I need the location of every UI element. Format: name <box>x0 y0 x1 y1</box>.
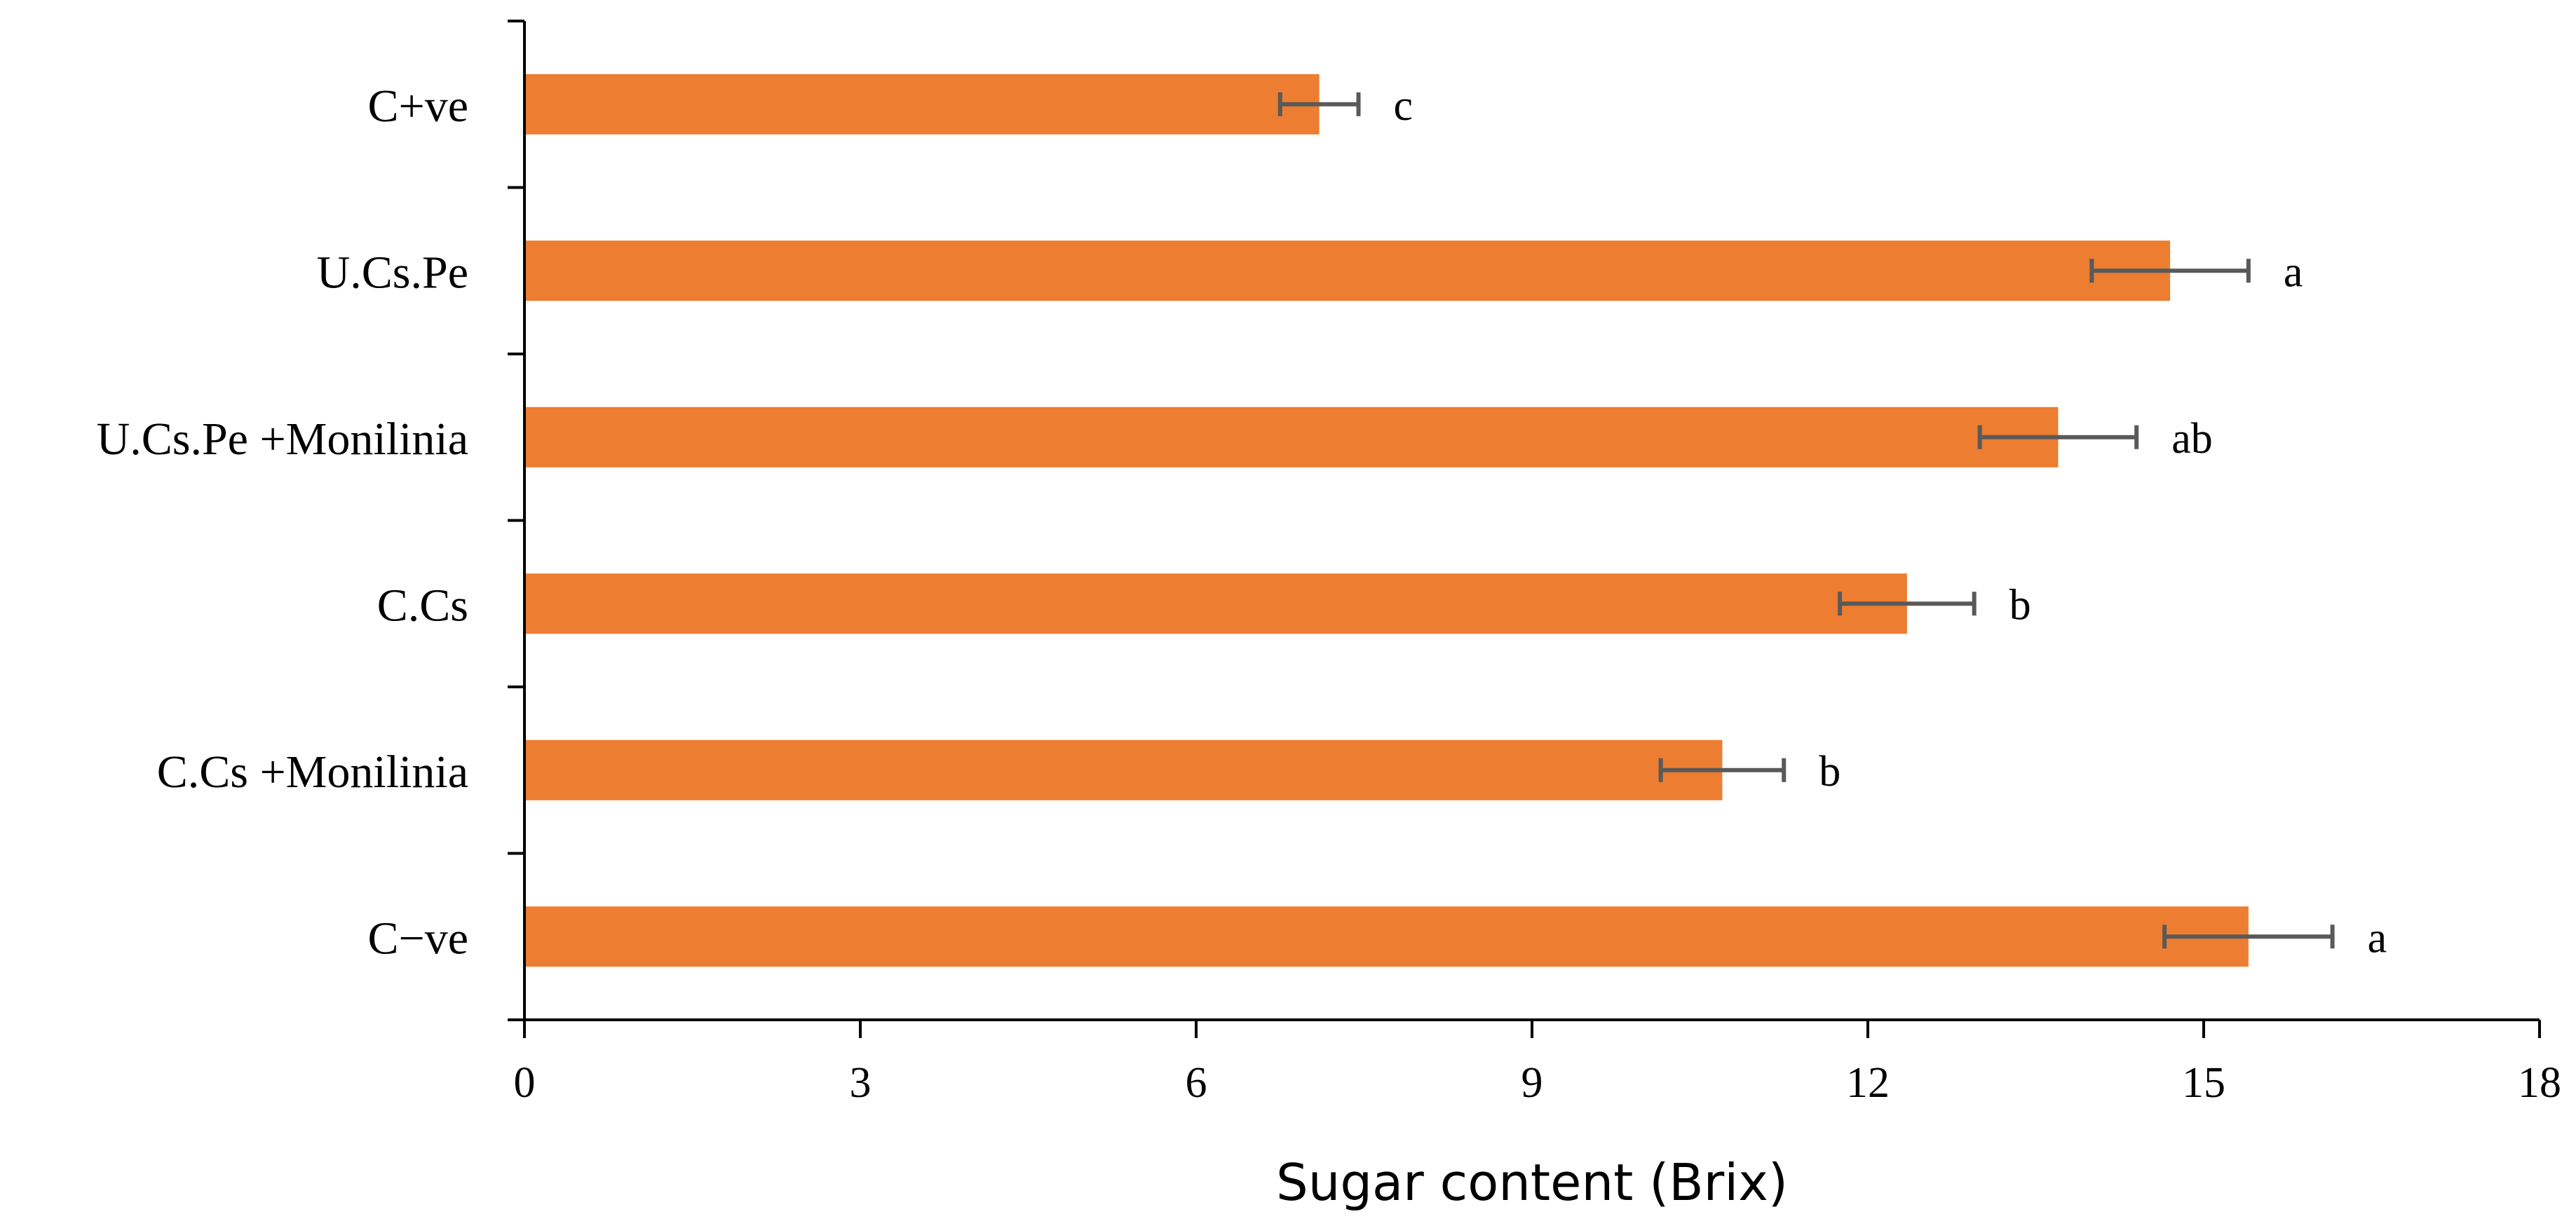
error-bar <box>1977 425 2139 449</box>
x-tick-label: 9 <box>1521 1059 1543 1107</box>
significance-label: ab <box>2171 415 2213 463</box>
significance-labels-layer: c a ab b b a <box>1394 82 2387 962</box>
tick-labels-layer: 0 3 6 9 12 15 18 <box>514 1059 2562 1107</box>
bar <box>524 573 1907 634</box>
bar <box>524 906 2249 967</box>
error-bar <box>1277 92 1361 116</box>
category-label: C−ve <box>367 913 468 964</box>
significance-label: a <box>2368 914 2387 962</box>
error-bar <box>1658 758 1787 782</box>
error-bar <box>1838 592 1977 616</box>
category-label: C+ve <box>367 81 468 132</box>
error-bar <box>2089 259 2251 283</box>
x-axis-label: Sugar content (Brix) <box>1276 1153 1788 1212</box>
category-label: C.Cs +Monilinia <box>157 746 468 798</box>
x-tick-label: 15 <box>2182 1059 2225 1107</box>
x-tick-label: 3 <box>850 1059 872 1107</box>
category-label: U.Cs.Pe +Monilinia <box>97 414 468 465</box>
significance-label: c <box>1394 82 1414 130</box>
x-tick-label: 18 <box>2518 1059 2561 1107</box>
bar <box>524 739 1723 800</box>
significance-label: b <box>2009 581 2031 629</box>
bar <box>524 240 2171 301</box>
category-label: C.Cs <box>377 580 468 631</box>
axes-layer <box>508 20 2541 1038</box>
x-tick-label: 12 <box>1846 1059 1890 1107</box>
error-bars-layer <box>1277 92 2335 949</box>
error-bar <box>2162 925 2335 949</box>
x-tick-label: 0 <box>514 1059 536 1107</box>
bar <box>524 407 2059 468</box>
x-tick-label: 6 <box>1186 1059 1207 1107</box>
category-label: U.Cs.Pe <box>317 247 468 298</box>
bar <box>524 74 1320 135</box>
significance-label: b <box>1819 748 1841 796</box>
significance-label: a <box>2284 248 2303 296</box>
bars-layer <box>524 74 2249 967</box>
category-labels-layer: C+ve U.Cs.Pe U.Cs.Pe +Monilinia C.Cs C.Cs +M… <box>97 81 468 964</box>
